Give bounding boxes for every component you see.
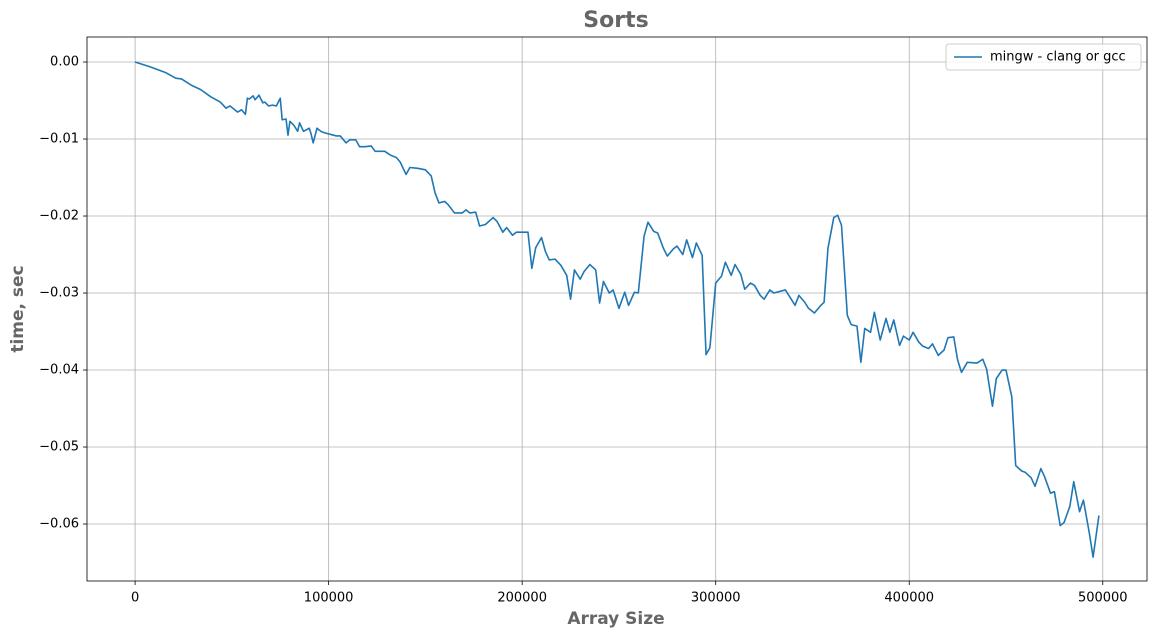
legend: mingw - clang or gcc (945, 43, 1142, 71)
y-tick-label: −0.01 (39, 132, 79, 147)
y-tick-label: −0.03 (39, 286, 79, 301)
x-tick-label: 400000 (884, 591, 934, 606)
x-tick-label: 500000 (1078, 591, 1128, 606)
x-tick-label: 0 (131, 591, 139, 606)
y-tick-label: −0.06 (39, 517, 79, 532)
legend-box (945, 43, 1142, 71)
x-axis-label: Array Size (567, 609, 664, 629)
x-tick-label: 300000 (691, 591, 741, 606)
y-axis-label: time, sec (8, 265, 28, 352)
x-tick-label: 100000 (304, 591, 354, 606)
y-tick-label: −0.02 (39, 209, 79, 224)
y-tick-label: −0.04 (39, 363, 79, 378)
plot-frame (86, 36, 1148, 582)
legend-label: mingw - clang or gcc (990, 50, 1126, 65)
data-line (134, 61, 1100, 558)
chart-title: Sorts (583, 8, 648, 33)
y-tick-label: 0.00 (50, 55, 79, 70)
y-tick-label: −0.05 (39, 440, 79, 455)
x-tick-label: 200000 (497, 591, 547, 606)
